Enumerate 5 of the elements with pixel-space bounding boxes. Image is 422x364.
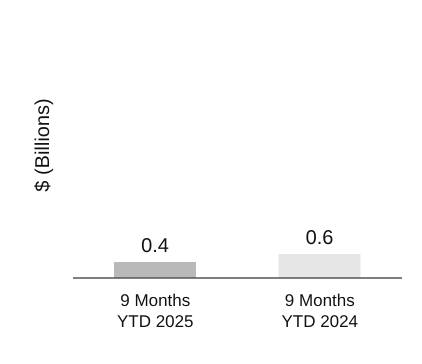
data-label: 0.6 (306, 227, 334, 249)
y-axis-title: $ (Billions) (32, 98, 54, 192)
data-label: 0.4 (141, 235, 169, 257)
x-tick-label: 9 Months YTD 2024 (281, 291, 358, 331)
x-tick-label: 9 Months YTD 2025 (116, 291, 194, 331)
